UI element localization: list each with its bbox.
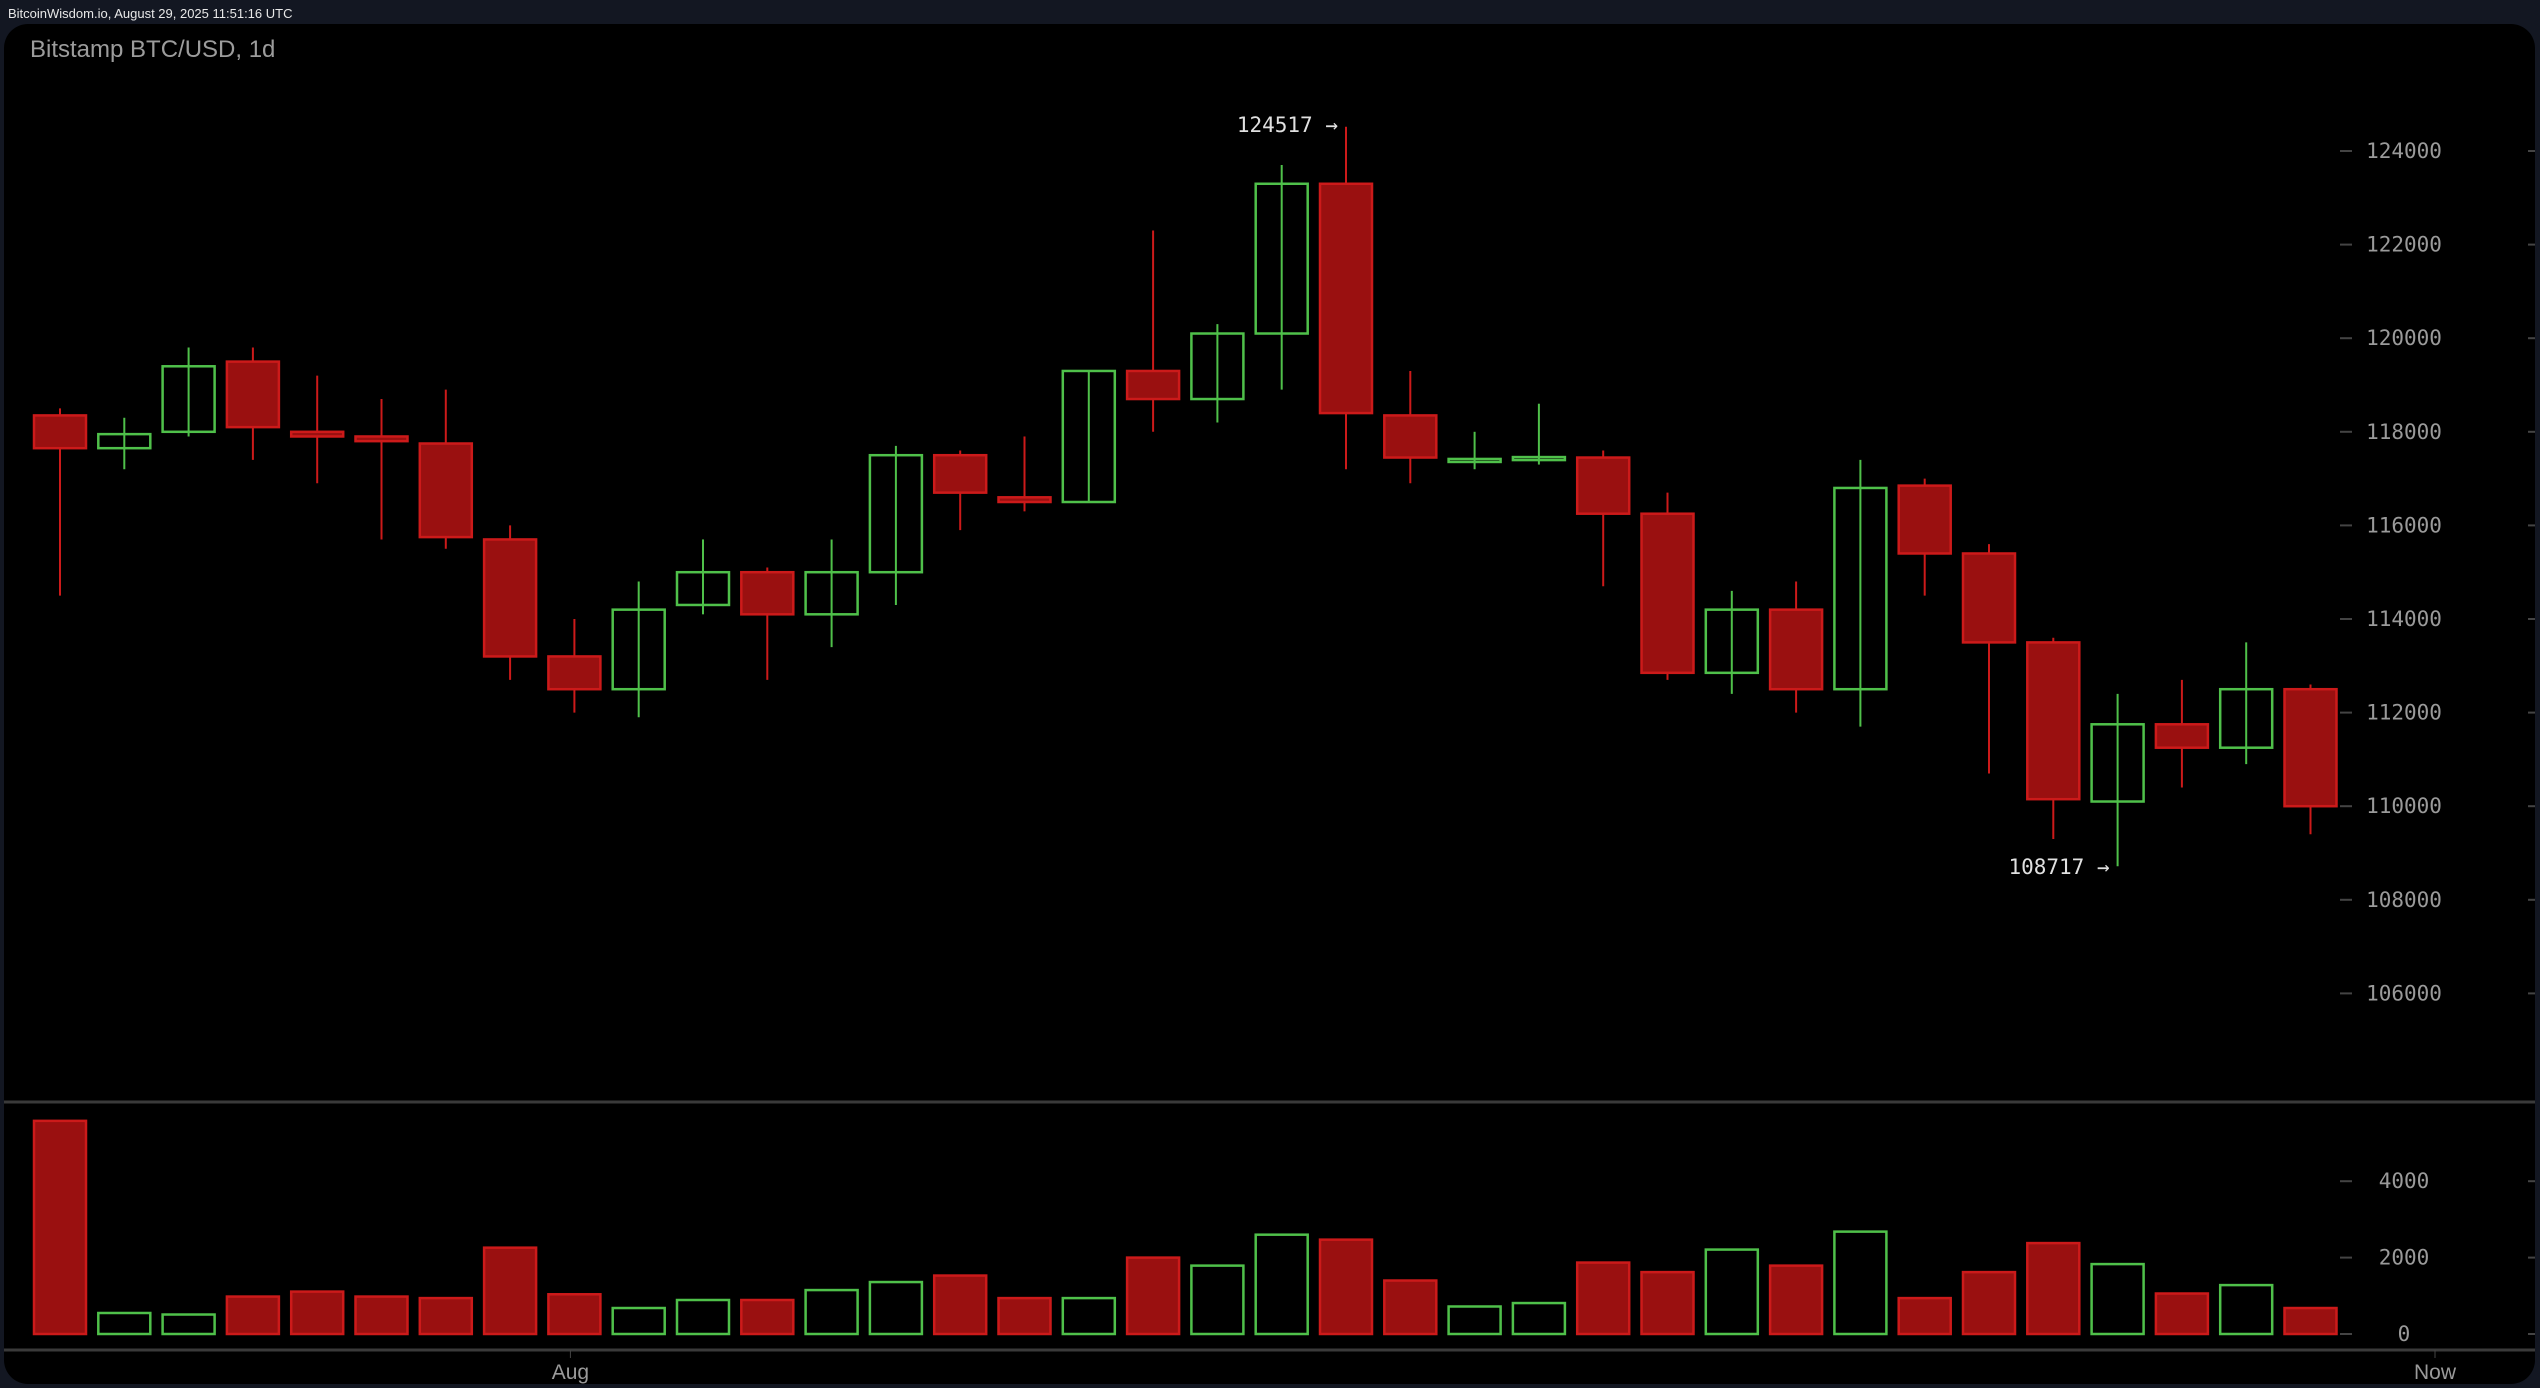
- candle-up: [161, 365, 216, 434]
- candle-up: [97, 432, 152, 450]
- candle-down: [225, 360, 281, 429]
- candle-down: [482, 538, 538, 658]
- volume-tick-label: 2000: [2379, 1246, 2430, 1270]
- candle-up: [1190, 332, 1245, 401]
- volume-bar-down: [32, 1119, 88, 1336]
- chart-title: Bitstamp BTC/USD, 1d: [30, 36, 276, 63]
- volume-bar-down: [2154, 1292, 2210, 1336]
- volume-bar-down: [1768, 1264, 1824, 1336]
- volume-bar-up: [1704, 1248, 1760, 1336]
- volume-bar-down: [482, 1246, 538, 1336]
- low-price-annotation: 108717 →: [2008, 855, 2109, 879]
- candle-down: [1640, 512, 1695, 675]
- volume-bar-up: [868, 1280, 924, 1336]
- y-tick-label: 106000: [2366, 981, 2442, 1005]
- volume-bar-down: [2026, 1241, 2081, 1336]
- candle-down: [2283, 687, 2338, 808]
- candle-up: [1833, 486, 1888, 691]
- candle-down: [2154, 723, 2210, 749]
- candle-up: [1511, 455, 1567, 462]
- high-price-annotation: 124517 →: [1237, 113, 1338, 137]
- volume-bar-down: [1640, 1270, 1695, 1336]
- candle-up: [804, 570, 859, 616]
- volume-bar-up: [804, 1288, 859, 1336]
- volume-bar-up: [1190, 1264, 1245, 1336]
- volume-bar-up: [675, 1298, 731, 1336]
- candle-up: [2090, 723, 2145, 803]
- candle-down: [289, 430, 345, 438]
- y-tick-label: 112000: [2366, 701, 2442, 725]
- volume-bar-down: [1575, 1261, 1631, 1336]
- volume-bar-up: [1254, 1233, 1309, 1336]
- volume-bar-up: [611, 1306, 666, 1336]
- source-timestamp: BitcoinWisdom.io, August 29, 2025 11:51:…: [8, 6, 293, 21]
- candle-down: [1383, 414, 1438, 459]
- volume-bar-down: [1125, 1256, 1181, 1336]
- y-tick-label: 124000: [2366, 139, 2442, 163]
- volume-bar-up: [1511, 1301, 1567, 1336]
- candle-down: [418, 442, 474, 539]
- volume-bar-up: [1833, 1230, 1888, 1336]
- candle-up: [1447, 457, 1502, 464]
- volume-bar-up: [1061, 1296, 1117, 1336]
- volume-bar-up: [2218, 1283, 2274, 1336]
- candle-down: [1897, 484, 1952, 555]
- candle-down: [740, 570, 795, 616]
- candle-up: [1704, 608, 1760, 675]
- volume-bar-down: [2283, 1306, 2338, 1336]
- x-tick-label: Aug: [552, 1361, 589, 1384]
- volume-bar-up: [97, 1311, 152, 1336]
- volume-tick-label: 0: [2398, 1322, 2411, 1346]
- volume-bar-down: [1318, 1238, 1374, 1336]
- chart-panel: Bitstamp BTC/USD, 1d 106000 108000 110000 1…: [4, 24, 2535, 1384]
- candle-up: [1061, 369, 1117, 504]
- y-tick-label: 116000: [2366, 513, 2442, 537]
- candle-down: [354, 435, 409, 443]
- volume-tick-label: 4000: [2379, 1169, 2430, 1193]
- volume-bar-down: [740, 1298, 795, 1336]
- volume-bar-up: [161, 1313, 216, 1336]
- candle-up: [868, 453, 924, 574]
- volume-bar-up: [2090, 1262, 2145, 1336]
- y-tick-label: 118000: [2366, 420, 2442, 444]
- volume-bar-down: [354, 1295, 409, 1336]
- volume-bar-down: [289, 1290, 345, 1336]
- volume-bar-down: [1897, 1296, 1952, 1336]
- volume-bar-down: [1961, 1270, 2017, 1336]
- candle-down: [32, 414, 88, 450]
- volume-bar-down: [418, 1296, 474, 1336]
- y-tick-label: 120000: [2366, 326, 2442, 350]
- candle-up: [2218, 687, 2274, 749]
- volume-bar-down: [1383, 1279, 1438, 1336]
- volume-bar-down: [547, 1293, 602, 1336]
- candle-down: [1961, 552, 2017, 644]
- candle-down: [1125, 369, 1181, 401]
- y-tick-label: 108000: [2366, 888, 2442, 912]
- volume-bar-down: [225, 1295, 281, 1336]
- candle-down: [547, 655, 602, 691]
- candle-up: [675, 570, 731, 607]
- candle-down: [1318, 182, 1374, 415]
- volume-bar-up: [1447, 1305, 1502, 1336]
- candle-up: [1254, 182, 1309, 335]
- y-tick-label: 110000: [2366, 794, 2442, 818]
- x-tick-label: Now: [2414, 1361, 2457, 1384]
- y-tick-label: 114000: [2366, 607, 2442, 631]
- candlestick-chart[interactable]: 106000 108000 110000 112000 114000 116000 1180…: [4, 24, 2535, 1384]
- candle-down: [932, 453, 988, 494]
- candle-down: [2026, 641, 2081, 801]
- volume-bar-down: [932, 1274, 988, 1336]
- candle-down: [1575, 456, 1631, 515]
- y-tick-label: 122000: [2366, 233, 2442, 257]
- candle-down: [1768, 608, 1824, 691]
- volume-bar-down: [997, 1296, 1052, 1336]
- candle-down: [997, 496, 1052, 504]
- candle-up: [611, 608, 666, 691]
